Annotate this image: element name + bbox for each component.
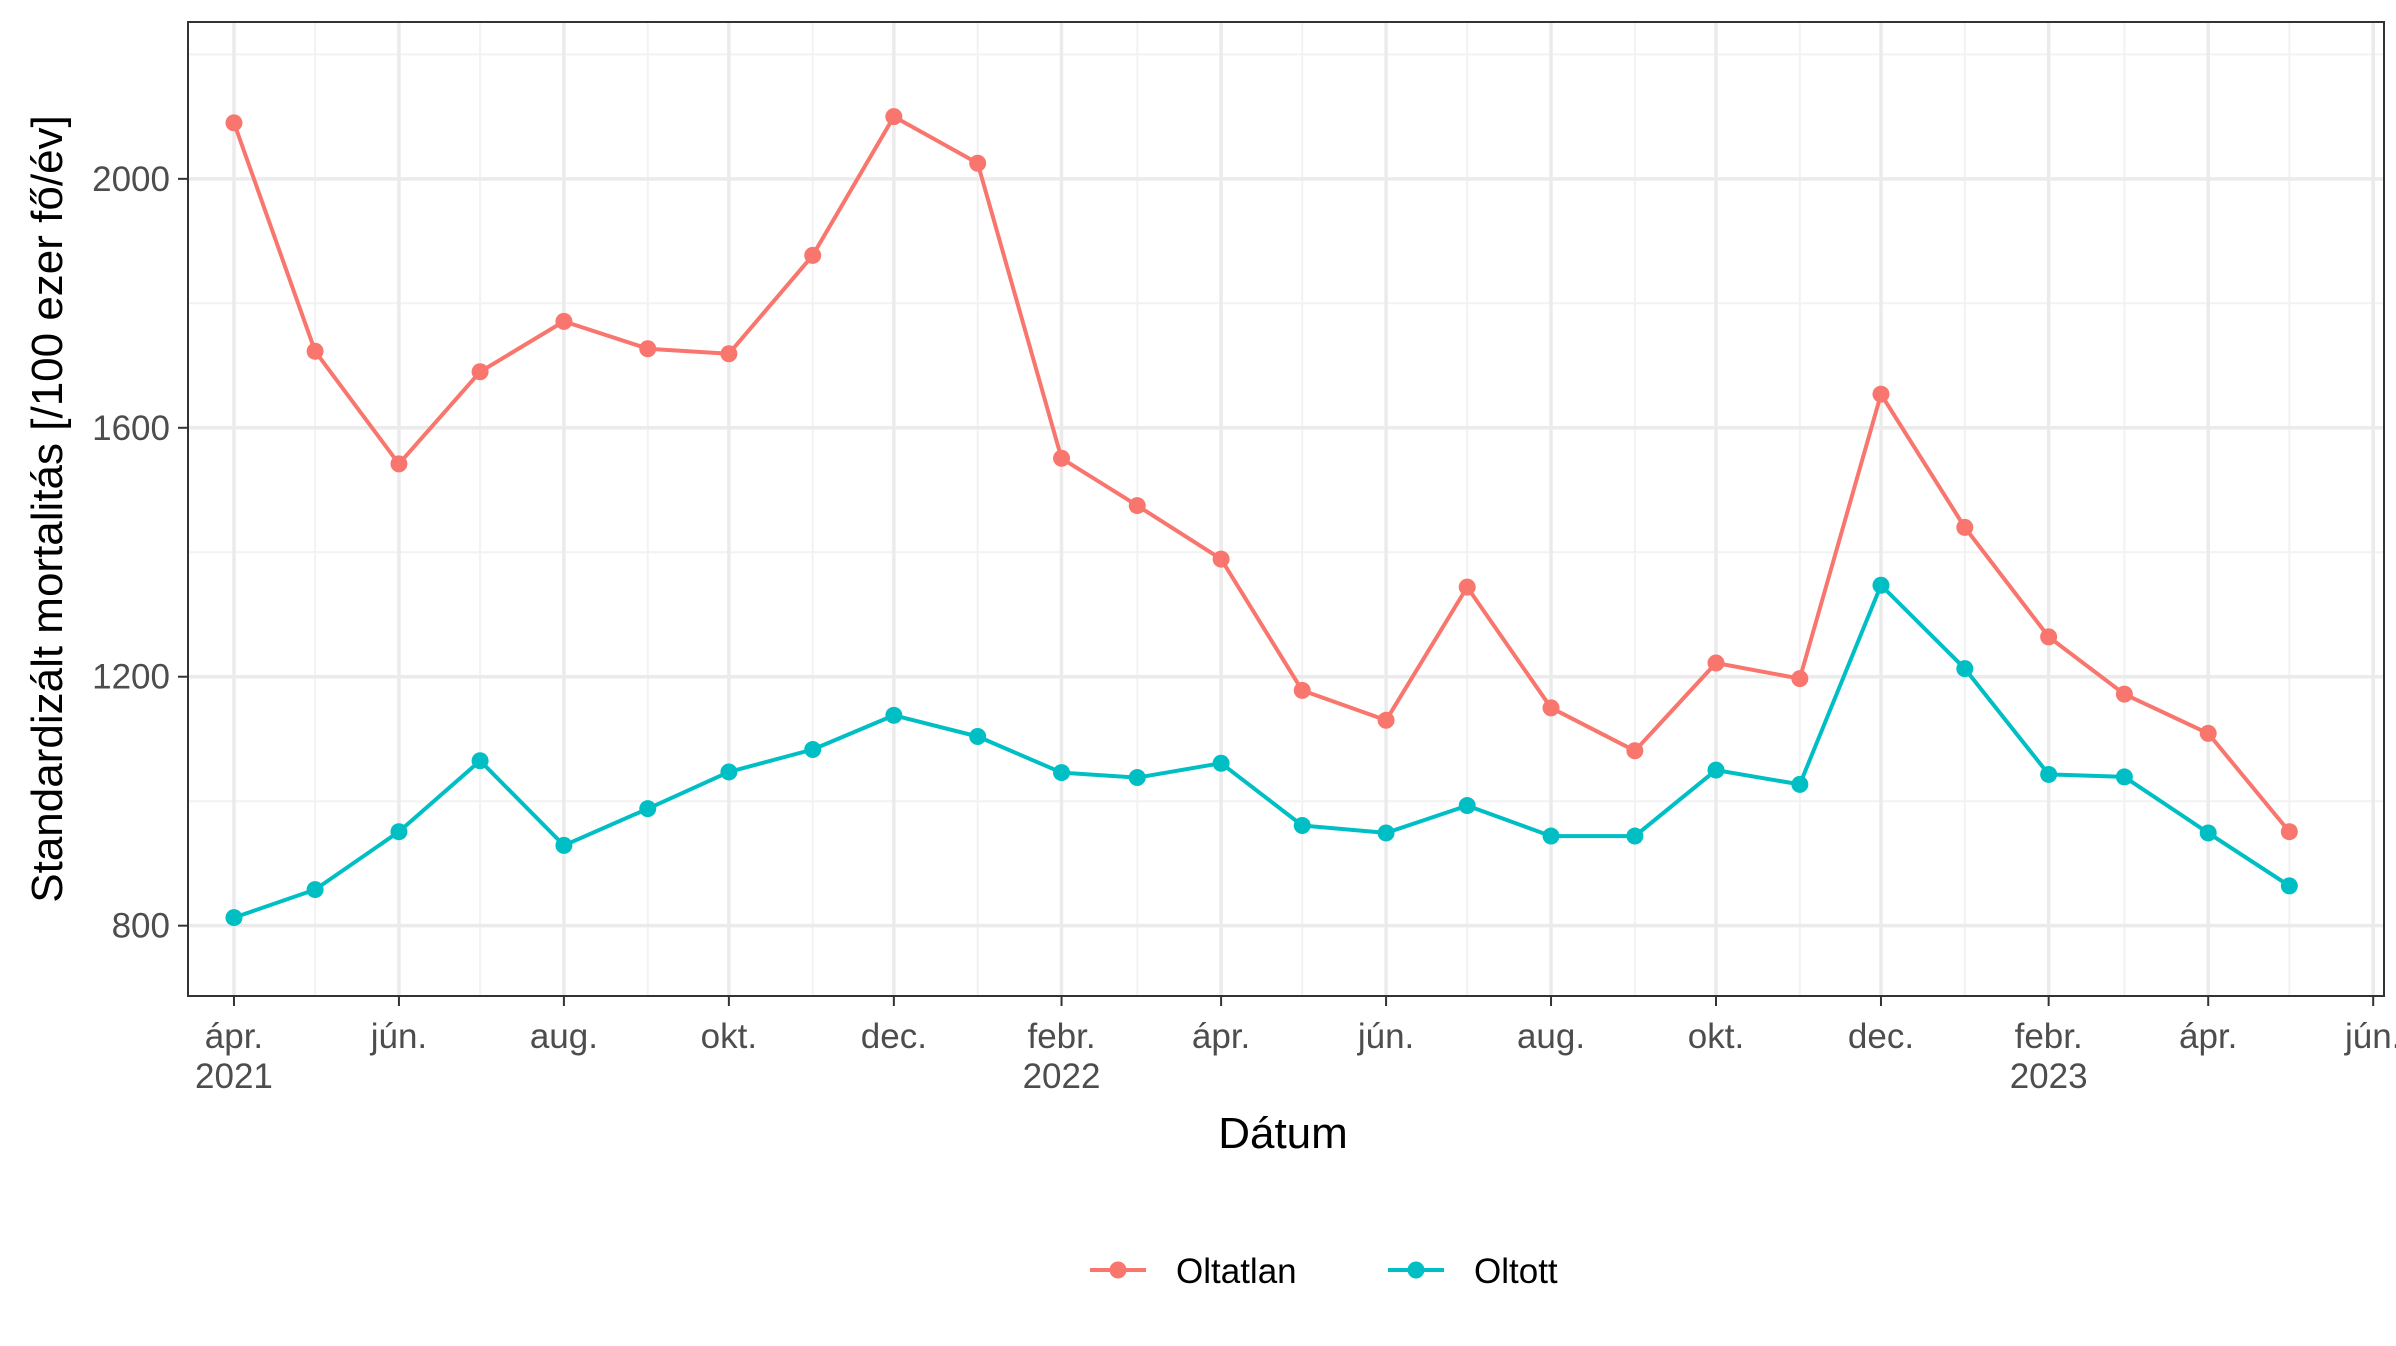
x-tick-label: febr.: [2015, 1017, 2083, 1056]
data-point-oltatlan: [2040, 628, 2058, 646]
data-point-oltatlan: [306, 342, 324, 360]
data-point-oltatlan: [1626, 742, 1644, 760]
data-point-oltott: [1128, 769, 1146, 787]
data-point-oltatlan: [390, 455, 408, 473]
data-point-oltatlan: [1707, 654, 1725, 672]
data-point-oltott: [2199, 824, 2217, 842]
data-point-oltatlan: [555, 312, 573, 330]
y-axis-title: Standardizált mortalitás [/100 ezer fő/é…: [23, 115, 72, 903]
data-point-oltatlan: [720, 345, 738, 363]
data-point-oltott: [2280, 877, 2298, 895]
data-point-oltott: [306, 881, 324, 899]
x-tick-label: jún.: [1357, 1017, 1414, 1056]
data-point-oltott: [1212, 754, 1230, 772]
y-tick-label: 2000: [92, 160, 170, 199]
data-point-oltatlan: [1542, 699, 1560, 717]
x-tick-label: okt.: [1688, 1017, 1744, 1056]
data-point-oltatlan: [1053, 449, 1071, 467]
data-point-oltott: [1458, 797, 1476, 815]
data-point-oltott: [1542, 827, 1560, 845]
x-tick-label: ápr.: [2179, 1017, 2237, 1056]
data-point-oltott: [1872, 576, 1890, 594]
legend-item-oltott: Oltott: [1388, 1252, 1558, 1291]
y-tick-label: 1600: [92, 409, 170, 448]
data-point-oltott: [1053, 764, 1071, 782]
series-oltott: [225, 576, 2298, 927]
x-tick-label: jún.: [2344, 1017, 2396, 1056]
panel-background: [188, 22, 2384, 996]
data-point-oltott: [225, 909, 243, 927]
y-axis: 800 1200 1600 2000: [92, 160, 188, 946]
data-point-oltatlan: [1872, 385, 1890, 403]
legend-label: Oltott: [1474, 1252, 1558, 1291]
data-point-oltatlan: [639, 340, 657, 358]
x-tick-label: dec.: [861, 1017, 927, 1056]
series-layer: [225, 108, 2298, 927]
data-point-oltatlan: [225, 114, 243, 132]
data-point-oltott: [1293, 816, 1311, 834]
x-tick-label: aug.: [530, 1017, 598, 1056]
x-tick-label: ápr.: [1192, 1017, 1250, 1056]
data-point-oltatlan: [1956, 518, 1974, 536]
series-line-oltott: [233, 583, 2291, 920]
data-point-oltatlan: [1377, 711, 1395, 729]
series-line-oltatlan: [232, 114, 2291, 833]
legend-key-point: [1109, 1261, 1127, 1279]
x-tick-year-label: 2023: [2010, 1057, 2088, 1096]
data-point-oltott: [1707, 761, 1725, 779]
data-point-oltatlan: [1791, 670, 1809, 688]
data-point-oltott: [969, 727, 987, 745]
data-point-oltatlan: [1212, 550, 1230, 568]
series-oltatlan: [225, 108, 2298, 841]
x-tick-year-label: 2022: [1023, 1057, 1101, 1096]
data-point-oltott: [2115, 768, 2133, 786]
data-point-oltott: [1791, 775, 1809, 793]
data-point-oltatlan: [969, 154, 987, 172]
data-point-oltott: [1626, 827, 1644, 845]
x-tick-label: okt.: [701, 1017, 757, 1056]
data-point-oltott: [390, 823, 408, 841]
legend-item-oltatlan: Oltatlan: [1090, 1252, 1297, 1291]
data-point-oltatlan: [2280, 823, 2298, 841]
legend-label: Oltatlan: [1176, 1252, 1297, 1291]
legend-key-point: [1407, 1261, 1425, 1279]
data-point-oltatlan: [1458, 578, 1476, 596]
panel-border: [187, 21, 2385, 997]
x-tick-label: jún.: [370, 1017, 427, 1056]
data-point-oltott: [720, 763, 738, 781]
data-point-oltatlan: [1293, 681, 1311, 699]
data-point-oltott: [804, 741, 822, 759]
data-point-oltott: [471, 752, 489, 770]
data-point-oltott: [555, 836, 573, 854]
major-gridlines: [188, 22, 2384, 996]
data-point-oltott: [2040, 765, 2058, 783]
x-tick-label: dec.: [1848, 1017, 1914, 1056]
x-axis-title: Dátum: [1218, 1109, 1348, 1158]
legend: Oltatlan Oltott: [1090, 1252, 1558, 1291]
data-point-oltott: [1956, 660, 1974, 678]
y-tick-label: 1200: [92, 658, 170, 697]
data-point-oltott: [639, 800, 657, 818]
x-tick-label: febr.: [1027, 1017, 1095, 1056]
x-tick-label: aug.: [1517, 1017, 1585, 1056]
data-point-oltatlan: [1128, 497, 1146, 515]
data-point-oltott: [1377, 824, 1395, 842]
y-tick-label: 800: [112, 907, 170, 946]
data-point-oltatlan: [2115, 685, 2133, 703]
data-point-oltatlan: [804, 246, 822, 264]
data-point-oltatlan: [471, 363, 489, 381]
x-tick-label: ápr.: [205, 1017, 263, 1056]
data-point-oltott: [885, 706, 903, 724]
data-point-oltatlan: [885, 108, 903, 126]
data-point-oltatlan: [2199, 724, 2217, 742]
x-tick-year-label: 2021: [195, 1057, 273, 1096]
